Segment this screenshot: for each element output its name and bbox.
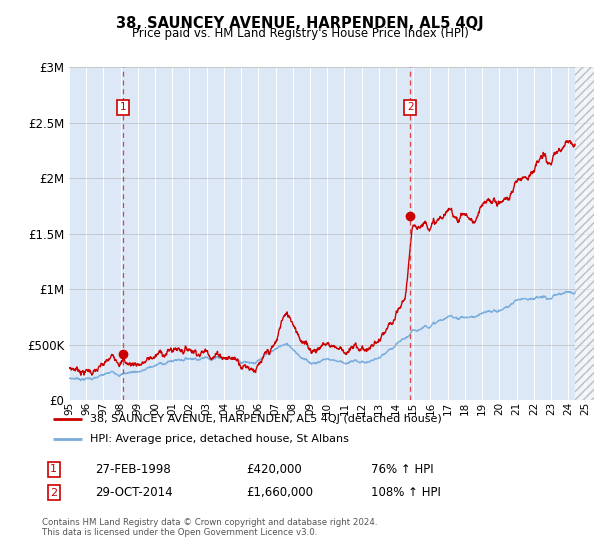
Text: 108% ↑ HPI: 108% ↑ HPI — [371, 487, 441, 500]
Text: Price paid vs. HM Land Registry's House Price Index (HPI): Price paid vs. HM Land Registry's House … — [131, 27, 469, 40]
Text: HPI: Average price, detached house, St Albans: HPI: Average price, detached house, St A… — [90, 434, 349, 444]
Text: Contains HM Land Registry data © Crown copyright and database right 2024.
This d: Contains HM Land Registry data © Crown c… — [42, 518, 377, 538]
Text: 38, SAUNCEY AVENUE, HARPENDEN, AL5 4QJ: 38, SAUNCEY AVENUE, HARPENDEN, AL5 4QJ — [116, 16, 484, 31]
Text: 1: 1 — [50, 464, 57, 474]
Text: 76% ↑ HPI: 76% ↑ HPI — [371, 463, 434, 475]
Text: £1,660,000: £1,660,000 — [247, 487, 313, 500]
Text: £420,000: £420,000 — [247, 463, 302, 475]
Text: 38, SAUNCEY AVENUE, HARPENDEN, AL5 4QJ (detached house): 38, SAUNCEY AVENUE, HARPENDEN, AL5 4QJ (… — [90, 414, 442, 424]
Text: 2: 2 — [50, 488, 57, 498]
Text: 1: 1 — [120, 102, 127, 112]
Text: 29-OCT-2014: 29-OCT-2014 — [95, 487, 173, 500]
Text: 27-FEB-1998: 27-FEB-1998 — [95, 463, 171, 475]
Text: 2: 2 — [407, 102, 413, 112]
Bar — [575, 67, 594, 400]
